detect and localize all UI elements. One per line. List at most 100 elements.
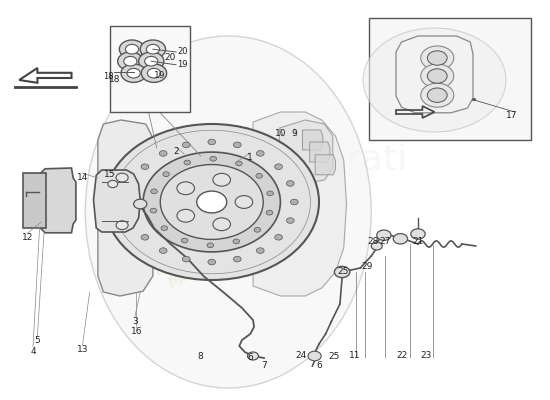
Text: 24: 24 — [296, 352, 307, 360]
Circle shape — [266, 210, 273, 215]
Polygon shape — [310, 142, 330, 162]
Circle shape — [150, 208, 157, 213]
Circle shape — [183, 142, 190, 148]
Circle shape — [235, 196, 253, 208]
FancyBboxPatch shape — [110, 26, 190, 112]
Circle shape — [183, 256, 190, 262]
Circle shape — [163, 172, 169, 176]
Circle shape — [421, 46, 454, 70]
Circle shape — [308, 351, 321, 361]
Text: Maserati: Maserati — [252, 143, 408, 177]
Text: 7: 7 — [261, 362, 267, 370]
Circle shape — [371, 242, 382, 250]
Circle shape — [254, 228, 261, 232]
Circle shape — [118, 52, 143, 70]
Circle shape — [256, 151, 264, 156]
Circle shape — [127, 68, 140, 78]
Polygon shape — [39, 168, 76, 233]
Circle shape — [256, 174, 262, 178]
Circle shape — [207, 243, 213, 248]
Circle shape — [151, 189, 157, 194]
Circle shape — [125, 199, 133, 205]
Circle shape — [472, 98, 476, 101]
Text: 4: 4 — [30, 348, 36, 356]
Circle shape — [119, 40, 145, 58]
Circle shape — [140, 40, 166, 58]
Text: 29: 29 — [362, 262, 373, 271]
Text: 16: 16 — [131, 328, 142, 336]
Text: 18: 18 — [103, 72, 114, 81]
Circle shape — [393, 234, 408, 244]
Text: 14: 14 — [77, 174, 88, 182]
Circle shape — [146, 44, 160, 54]
Circle shape — [197, 191, 227, 213]
Text: 6: 6 — [248, 354, 253, 362]
Text: 28: 28 — [367, 238, 378, 246]
Text: 25: 25 — [337, 268, 348, 276]
Text: 21: 21 — [412, 238, 424, 246]
Polygon shape — [94, 170, 140, 232]
Circle shape — [184, 160, 190, 165]
Circle shape — [116, 221, 128, 230]
Polygon shape — [315, 155, 336, 175]
Circle shape — [145, 56, 158, 66]
Text: 9: 9 — [292, 130, 297, 138]
Text: 19: 19 — [154, 72, 165, 80]
Circle shape — [177, 182, 195, 195]
Circle shape — [182, 238, 188, 243]
Circle shape — [210, 156, 217, 161]
FancyBboxPatch shape — [368, 18, 531, 140]
Circle shape — [129, 181, 137, 186]
Text: 5: 5 — [35, 336, 40, 345]
Circle shape — [160, 248, 167, 253]
Circle shape — [233, 239, 240, 244]
Circle shape — [274, 164, 282, 170]
Circle shape — [141, 64, 167, 82]
Text: 17: 17 — [506, 112, 517, 120]
Text: 13: 13 — [77, 346, 88, 354]
Ellipse shape — [85, 36, 371, 388]
Circle shape — [125, 44, 139, 54]
Circle shape — [124, 56, 137, 66]
Circle shape — [161, 226, 168, 230]
Polygon shape — [23, 173, 46, 228]
Text: 10: 10 — [275, 130, 286, 138]
Polygon shape — [279, 120, 333, 184]
Text: 27: 27 — [379, 238, 390, 246]
Circle shape — [213, 173, 230, 186]
Circle shape — [290, 199, 298, 205]
Circle shape — [139, 52, 164, 70]
Circle shape — [208, 139, 216, 145]
Circle shape — [287, 218, 294, 223]
Text: 15: 15 — [104, 170, 116, 178]
Circle shape — [213, 218, 230, 231]
Circle shape — [235, 161, 242, 166]
Circle shape — [287, 181, 294, 186]
Text: 1: 1 — [248, 154, 253, 162]
Circle shape — [427, 51, 447, 65]
Circle shape — [421, 83, 454, 107]
Circle shape — [274, 234, 282, 240]
Text: 3: 3 — [132, 318, 138, 326]
Text: 11: 11 — [349, 352, 360, 360]
Circle shape — [377, 230, 391, 240]
Text: 20: 20 — [165, 54, 176, 62]
Ellipse shape — [363, 28, 506, 132]
Text: 20: 20 — [177, 47, 188, 56]
Circle shape — [160, 151, 167, 156]
Circle shape — [427, 69, 447, 83]
Circle shape — [233, 142, 241, 148]
Circle shape — [208, 259, 216, 265]
Circle shape — [256, 248, 264, 253]
Circle shape — [267, 191, 273, 196]
Circle shape — [411, 229, 425, 239]
Circle shape — [116, 173, 128, 182]
Text: a passion for
Maserati.de: a passion for Maserati.de — [153, 210, 265, 294]
Circle shape — [160, 164, 263, 240]
Text: 22: 22 — [396, 352, 407, 360]
Circle shape — [134, 199, 147, 209]
Text: 19: 19 — [177, 60, 188, 69]
Circle shape — [143, 152, 280, 252]
Circle shape — [104, 124, 319, 280]
Circle shape — [121, 64, 146, 82]
